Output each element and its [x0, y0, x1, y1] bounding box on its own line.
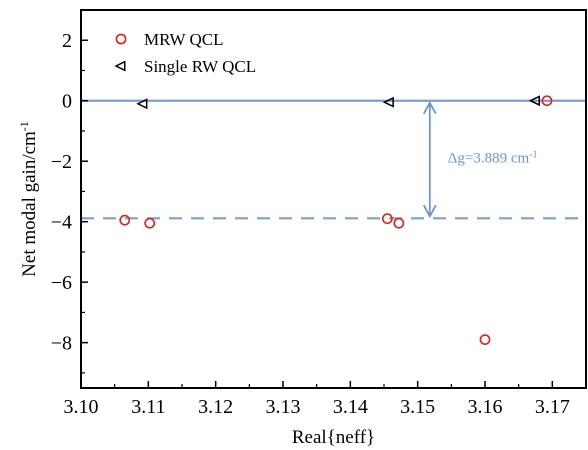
- legend-marker-mrw: [115, 33, 127, 45]
- marker-series-1-point-2: [528, 95, 540, 107]
- y-tick-label: −4: [51, 212, 72, 234]
- legend: MRW QCL Single RW QCL: [114, 30, 256, 76]
- x-tick-label: 3.14: [333, 396, 368, 418]
- marker-series-0-point-5: [541, 95, 553, 107]
- marker-series-1-point-0: [136, 98, 148, 110]
- reference-lines: [81, 99, 586, 220]
- marker-series-0-point-1: [144, 217, 156, 229]
- marker-series-1-point-1: [382, 96, 394, 108]
- y-axis-title: Net modal gain/cm-1: [17, 121, 40, 277]
- x-tick-label: 3.11: [131, 396, 165, 418]
- gain-difference-arrow-head-top: [422, 100, 437, 115]
- y-tick-label: 2: [62, 30, 72, 52]
- gain-difference-arrow-head-bottom: [422, 204, 437, 219]
- x-tick-label: 3.10: [64, 396, 99, 418]
- marker-series-0-point-0: [119, 214, 131, 226]
- marker-series-0-point-2: [381, 213, 393, 225]
- legend-label-single-rw: Single RW QCL: [144, 57, 256, 76]
- axes: 3.10 3.11 3.12 3.13 3.14 3.15 3.16 3.17 2 0 −2 −4 −6…: [51, 9, 587, 418]
- gain-difference-label: Δg=3.889 cm-1: [448, 149, 538, 167]
- x-tick-label: 3.16: [468, 396, 503, 418]
- x-tick-label: 3.13: [266, 396, 301, 418]
- marker-series-0-point-3: [393, 217, 405, 229]
- marker-series-0-point-4: [479, 334, 491, 346]
- legend-label-mrw: MRW QCL: [144, 30, 224, 49]
- gain-difference-annotation: Δg=3.889 cm-1: [422, 100, 538, 219]
- x-tick-label: 3.17: [535, 396, 570, 418]
- y-tick-label: −2: [51, 151, 72, 173]
- y-tick-label: −6: [51, 272, 72, 294]
- data-markers: [119, 95, 553, 346]
- y-tick-label: 0: [62, 91, 72, 113]
- x-tick-label: 3.12: [198, 396, 233, 418]
- plot-frame: [80, 9, 587, 389]
- x-axis-title: Real{neff}: [292, 427, 375, 448]
- x-tick-label: 3.15: [400, 396, 435, 418]
- legend-marker-single-rw: [114, 60, 126, 72]
- y-tick-label: −8: [51, 333, 72, 355]
